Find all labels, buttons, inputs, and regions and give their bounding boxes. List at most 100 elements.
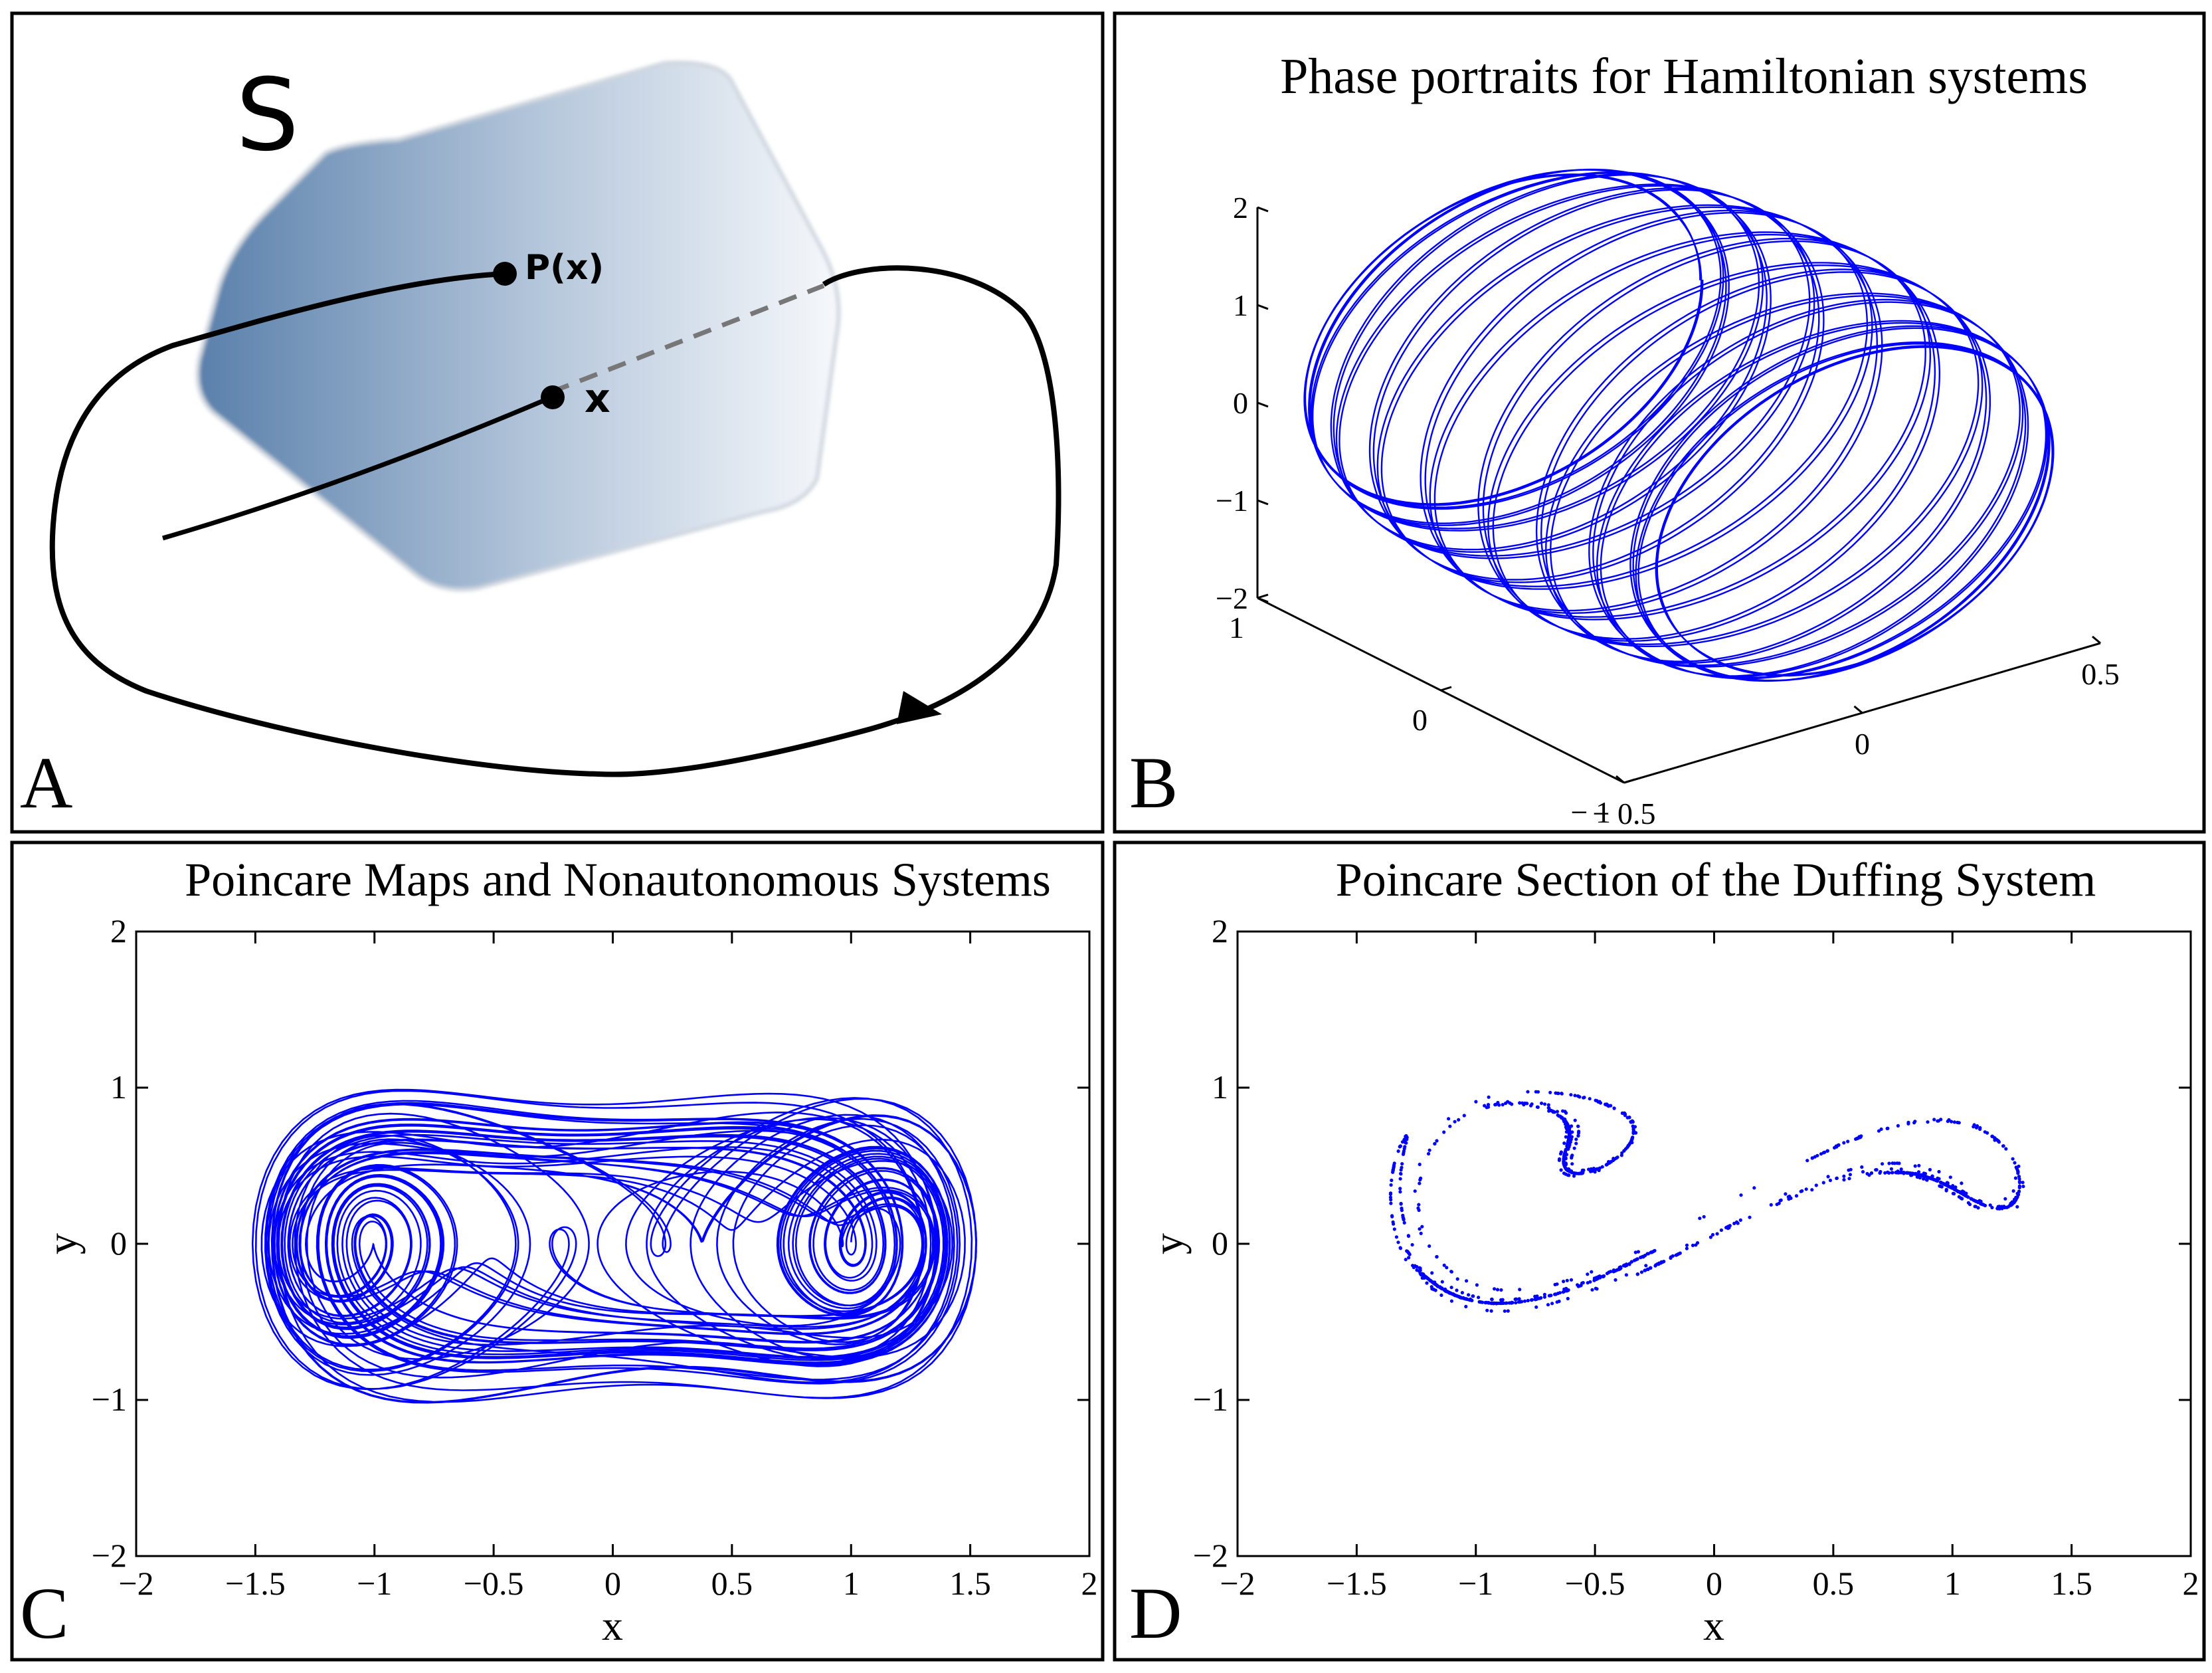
d-section-point: [1804, 1187, 1808, 1191]
d-section-point: [1580, 1281, 1584, 1285]
c-xtick-label: 0: [604, 1565, 621, 1602]
d-section-point: [1561, 1117, 1566, 1122]
d-section-point: [1553, 1292, 1557, 1296]
d-section-point: [1429, 1279, 1433, 1283]
d-section-point: [1557, 1300, 1561, 1304]
d-xlabel: x: [1703, 1602, 1724, 1649]
d-section-point: [1590, 1288, 1594, 1292]
d-section-point: [1566, 1139, 1570, 1143]
panel-letter-a: A: [20, 742, 72, 823]
d-section-point: [1558, 1157, 1562, 1161]
d-section-point: [1498, 1301, 1502, 1306]
d-section-point: [1635, 1257, 1639, 1261]
point-x: [541, 385, 565, 409]
label-px: P(x): [525, 248, 604, 288]
d-section-point: [1622, 1149, 1626, 1153]
d-section-point: [1566, 1141, 1570, 1145]
d-section-point: [2011, 1157, 2015, 1161]
label-x: x: [585, 375, 610, 422]
chart-b-title: Phase portraits for Hamiltonian systems: [1280, 49, 2088, 104]
d-section-point: [1564, 1111, 1568, 1115]
d-section-point: [1447, 1117, 1451, 1121]
d-section-point: [1635, 1272, 1640, 1276]
d-section-point: [1464, 1297, 1468, 1301]
d-xtick-label: 2: [2183, 1565, 2199, 1602]
d-section-point: [1825, 1149, 1829, 1153]
d-section-point: [1748, 1215, 1752, 1219]
d-section-point: [1401, 1213, 1405, 1217]
b-ztick-label: −2: [1216, 581, 1248, 615]
d-section-point: [2017, 1164, 2021, 1168]
d-section-point: [1495, 1288, 1500, 1292]
d-section-point: [1926, 1120, 1930, 1124]
d-section-point: [1392, 1163, 1396, 1167]
b-xtick-mark: [2092, 635, 2101, 644]
d-section-point: [1460, 1291, 1464, 1295]
d-section-point: [1957, 1195, 1961, 1199]
c-ytick-label: 0: [110, 1225, 127, 1262]
d-xtick-label: 0.5: [1813, 1565, 1855, 1602]
d-section-point: [1562, 1154, 1566, 1158]
d-section-point: [1402, 1137, 1406, 1141]
d-section-point: [1474, 1100, 1478, 1104]
d-xtick-label: 0: [1706, 1565, 1722, 1602]
b-ztick-label: 0: [1233, 386, 1248, 420]
d-section-point: [1490, 1301, 1494, 1305]
d-section-point: [1562, 1280, 1566, 1284]
d-points: [1388, 1090, 2025, 1313]
d-section-point: [1439, 1293, 1443, 1297]
d-section-point: [1564, 1130, 1568, 1134]
d-section-point: [1650, 1250, 1654, 1254]
d-section-point: [1388, 1195, 1392, 1199]
d-section-point: [1890, 1161, 1894, 1165]
d-section-point: [1408, 1252, 1412, 1256]
d-section-point: [1613, 1278, 1617, 1282]
chart-c-title: Poincare Maps and Nonautonomous Systems: [185, 853, 1051, 906]
d-section-point: [1567, 1173, 1571, 1177]
c-trajectory-line: [251, 1088, 978, 1404]
d-section-point: [2004, 1147, 2008, 1151]
d-section-point: [1916, 1170, 1921, 1174]
d-section-point: [1937, 1169, 1941, 1174]
d-section-point: [1924, 1178, 1928, 1182]
d-section-point: [1410, 1242, 1414, 1247]
d-section-point: [1669, 1256, 1673, 1260]
d-section-point: [1485, 1106, 1489, 1110]
chart-d-title: Poincare Section of the Duffing System: [1336, 853, 2096, 906]
d-section-point: [1698, 1217, 1702, 1221]
d-section-point: [1591, 1169, 1595, 1173]
d-section-point: [1569, 1093, 1573, 1097]
d-section-point: [1555, 1282, 1559, 1286]
d-section-point: [1588, 1280, 1592, 1284]
d-section-point: [1983, 1130, 1987, 1134]
d-section-point: [1394, 1235, 1398, 1239]
d-section-point: [1405, 1249, 1409, 1253]
d-section-point: [1842, 1174, 1846, 1178]
d-section-point: [1505, 1301, 1509, 1305]
b-ztick-mark: [1257, 304, 1269, 310]
panel-letter-b: B: [1129, 742, 1178, 823]
d-section-point: [1540, 1101, 1544, 1106]
d-section-point: [1396, 1149, 1400, 1153]
b-ztick-mark: [1257, 499, 1269, 506]
d-section-point: [1564, 1147, 1568, 1151]
d-section-point: [1847, 1177, 1851, 1181]
d-section-point: [1623, 1263, 1627, 1267]
d-section-point: [1526, 1090, 1530, 1094]
d-section-point: [2013, 1161, 2017, 1165]
d-section-point: [1597, 1168, 1601, 1172]
d-section-point: [1823, 1150, 1827, 1154]
d-section-point: [1417, 1208, 1421, 1213]
d-section-point: [1594, 1167, 1598, 1171]
b-xtick-label: 0: [1855, 727, 1870, 761]
d-section-point: [1877, 1129, 1881, 1133]
panel-b: Phase portraits for Hamiltonian systems …: [1113, 11, 2206, 834]
d-section-point: [1556, 1113, 1560, 1117]
d-section-point: [1453, 1120, 1457, 1124]
d-section-point: [1391, 1220, 1395, 1224]
d-section-point: [1631, 1125, 1635, 1129]
b-ztick-mark: [1257, 206, 1269, 213]
d-section-point: [1404, 1141, 1408, 1145]
b-xtick-mark: [1853, 705, 1863, 714]
d-section-point: [1950, 1185, 1954, 1190]
